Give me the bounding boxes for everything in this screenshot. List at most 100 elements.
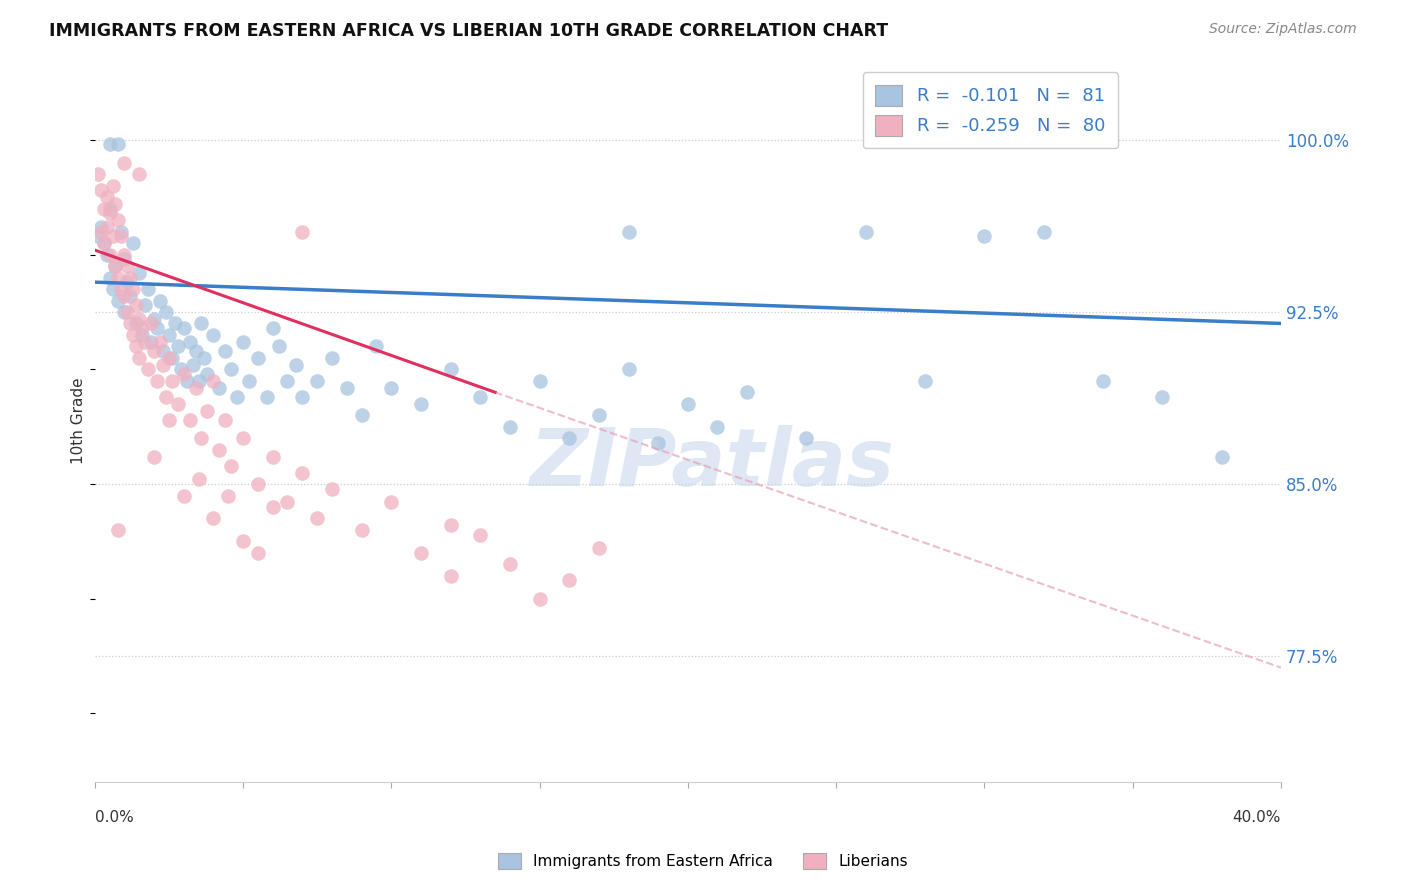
- Point: [179, 413, 201, 427]
- Point: [617, 225, 640, 239]
- Point: [796, 431, 818, 445]
- Point: [143, 343, 166, 358]
- Point: [499, 419, 522, 434]
- Point: [276, 495, 298, 509]
- Point: [321, 351, 343, 365]
- Point: [152, 343, 174, 358]
- Point: [98, 137, 121, 152]
- Point: [128, 351, 150, 365]
- Point: [98, 270, 121, 285]
- Point: [160, 374, 183, 388]
- Point: [110, 229, 132, 244]
- Point: [217, 489, 239, 503]
- Point: [409, 546, 432, 560]
- Point: [380, 381, 402, 395]
- Point: [101, 178, 124, 193]
- Point: [107, 293, 129, 308]
- Point: [104, 259, 127, 273]
- Point: [291, 466, 314, 480]
- Point: [529, 591, 551, 606]
- Point: [107, 523, 129, 537]
- Point: [101, 282, 124, 296]
- Point: [202, 374, 225, 388]
- Point: [90, 220, 112, 235]
- Point: [122, 236, 145, 251]
- Text: IMMIGRANTS FROM EASTERN AFRICA VS LIBERIAN 10TH GRADE CORRELATION CHART: IMMIGRANTS FROM EASTERN AFRICA VS LIBERI…: [49, 22, 889, 40]
- Point: [184, 381, 207, 395]
- Point: [855, 225, 877, 239]
- Point: [90, 183, 112, 197]
- Point: [197, 403, 219, 417]
- Point: [409, 397, 432, 411]
- Point: [155, 305, 177, 319]
- Point: [96, 220, 118, 235]
- Point: [152, 358, 174, 372]
- Point: [267, 339, 290, 353]
- Point: [1092, 374, 1115, 388]
- Point: [157, 327, 180, 342]
- Point: [149, 334, 172, 349]
- Point: [232, 334, 254, 349]
- Point: [197, 367, 219, 381]
- Point: [246, 351, 269, 365]
- Point: [179, 334, 201, 349]
- Point: [173, 321, 195, 335]
- Point: [120, 289, 142, 303]
- Point: [104, 197, 127, 211]
- Point: [112, 289, 135, 303]
- Point: [170, 362, 193, 376]
- Point: [350, 408, 373, 422]
- Point: [157, 351, 180, 365]
- Point: [122, 327, 145, 342]
- Point: [439, 362, 461, 376]
- Point: [588, 408, 610, 422]
- Point: [86, 167, 108, 181]
- Point: [128, 311, 150, 326]
- Point: [163, 317, 186, 331]
- Point: [676, 397, 699, 411]
- Point: [439, 518, 461, 533]
- Point: [112, 305, 135, 319]
- Point: [214, 343, 236, 358]
- Point: [973, 229, 995, 244]
- Point: [238, 374, 260, 388]
- Point: [157, 413, 180, 427]
- Point: [307, 511, 329, 525]
- Legend: R =  -0.101   N =  81, R =  -0.259   N =  80: R = -0.101 N = 81, R = -0.259 N = 80: [862, 72, 1118, 148]
- Point: [139, 317, 162, 331]
- Point: [256, 390, 278, 404]
- Point: [184, 343, 207, 358]
- Point: [134, 298, 156, 312]
- Point: [262, 500, 284, 514]
- Point: [439, 569, 461, 583]
- Point: [96, 190, 118, 204]
- Point: [735, 385, 758, 400]
- Point: [117, 275, 139, 289]
- Point: [120, 270, 142, 285]
- Point: [470, 390, 492, 404]
- Point: [104, 259, 127, 273]
- Point: [176, 374, 198, 388]
- Point: [1032, 225, 1054, 239]
- Point: [143, 450, 166, 464]
- Point: [202, 511, 225, 525]
- Point: [262, 321, 284, 335]
- Point: [98, 206, 121, 220]
- Point: [86, 229, 108, 244]
- Point: [131, 327, 153, 342]
- Point: [136, 362, 159, 376]
- Point: [232, 534, 254, 549]
- Point: [122, 282, 145, 296]
- Point: [107, 270, 129, 285]
- Point: [173, 489, 195, 503]
- Point: [117, 259, 139, 273]
- Point: [208, 442, 231, 457]
- Point: [617, 362, 640, 376]
- Point: [149, 293, 172, 308]
- Point: [120, 317, 142, 331]
- Point: [93, 202, 115, 216]
- Point: [112, 156, 135, 170]
- Point: [110, 282, 132, 296]
- Point: [93, 236, 115, 251]
- Point: [128, 167, 150, 181]
